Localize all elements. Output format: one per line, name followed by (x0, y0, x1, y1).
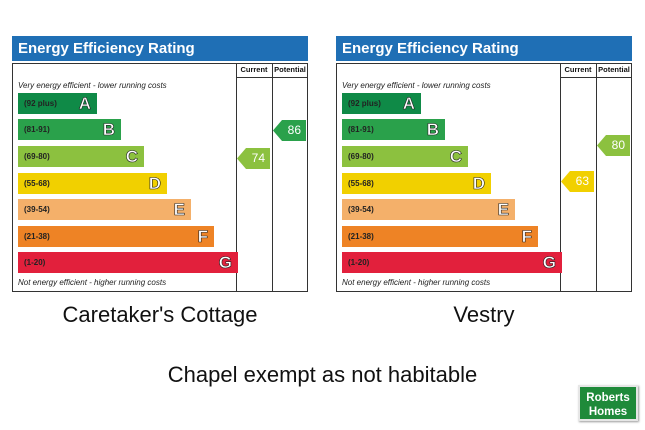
epc-title: Energy Efficiency Rating (336, 36, 632, 61)
logo-line-1: Roberts (586, 392, 630, 404)
band-f: (21-38) F (342, 226, 538, 247)
band-range: (69-80) (348, 152, 374, 161)
band-letter: B (426, 120, 439, 140)
band-c: (69-80) C (342, 146, 468, 167)
band-d: (55-68) D (18, 173, 167, 194)
epc-chart-caretakers-cottage: Energy Efficiency Rating Current Potenti… (12, 36, 308, 292)
band-range: (1-20) (24, 258, 46, 267)
top-note: Very energy efficient - lower running co… (18, 81, 167, 90)
band-letter: C (449, 147, 462, 167)
band-letter: F (197, 227, 208, 247)
bottom-note: Not energy efficient - higher running co… (342, 278, 491, 287)
band-range: (39-54) (24, 205, 50, 214)
potential-rating-arrow: 86 (273, 120, 306, 141)
band-range: (92 plus) (24, 99, 57, 108)
band-range: (92 plus) (348, 99, 381, 108)
band-range: (55-68) (24, 179, 50, 188)
band-letter: F (521, 227, 532, 247)
band-g: (1-20) G (18, 252, 238, 273)
divider (560, 63, 561, 292)
band-b: (81-91) B (18, 119, 121, 140)
band-range: (81-91) (348, 125, 374, 134)
band-range: (21-38) (24, 232, 50, 241)
divider (560, 77, 632, 78)
top-note: Very energy efficient - lower running co… (342, 81, 491, 90)
band-letter: B (102, 120, 115, 140)
band-letter: E (173, 200, 185, 220)
caption-vestry: Vestry (453, 302, 515, 327)
potential-rating-arrow: 80 (597, 135, 630, 156)
band-letter: E (497, 200, 509, 220)
potential-column-header: Potential (274, 65, 306, 74)
epc-chart-vestry: Energy Efficiency Rating Current Potenti… (336, 36, 632, 292)
divider (272, 63, 273, 292)
divider (236, 77, 308, 78)
bottom-note: Not energy efficient - higher running co… (18, 278, 167, 287)
band-letter: A (78, 94, 91, 114)
divider (596, 63, 597, 292)
band-e: (39-54) E (342, 199, 515, 220)
caption-caretakers-cottage: Caretaker's Cottage (62, 302, 258, 327)
band-range: (1-20) (348, 258, 370, 267)
divider (236, 63, 237, 292)
current-rating-arrow: 74 (237, 148, 270, 169)
band-letter: G (542, 253, 556, 273)
band-letter: G (218, 253, 232, 273)
band-range: (69-80) (24, 152, 50, 161)
current-rating-arrow: 63 (561, 171, 594, 192)
roberts-homes-logo: Roberts Homes (578, 385, 638, 421)
band-e: (39-54) E (18, 199, 191, 220)
band-f: (21-38) F (18, 226, 214, 247)
epc-frame (336, 63, 632, 292)
footer-note: Chapel exempt as not habitable (167, 362, 478, 387)
band-letter: D (148, 174, 161, 194)
band-letter: A (402, 94, 415, 114)
current-column-header: Current (240, 65, 268, 74)
epc-frame (12, 63, 308, 292)
band-range: (21-38) (348, 232, 374, 241)
band-b: (81-91) B (342, 119, 445, 140)
current-column-header: Current (564, 65, 592, 74)
band-c: (69-80) C (18, 146, 144, 167)
potential-column-header: Potential (598, 65, 630, 74)
band-letter: C (125, 147, 138, 167)
band-g: (1-20) G (342, 252, 562, 273)
band-d: (55-68) D (342, 173, 491, 194)
band-range: (81-91) (24, 125, 50, 134)
epc-title: Energy Efficiency Rating (12, 36, 308, 61)
band-letter: D (472, 174, 485, 194)
band-a: (92 plus) A (18, 93, 97, 114)
logo-line-2: Homes (588, 406, 628, 418)
band-a: (92 plus) A (342, 93, 421, 114)
band-range: (55-68) (348, 179, 374, 188)
band-range: (39-54) (348, 205, 374, 214)
